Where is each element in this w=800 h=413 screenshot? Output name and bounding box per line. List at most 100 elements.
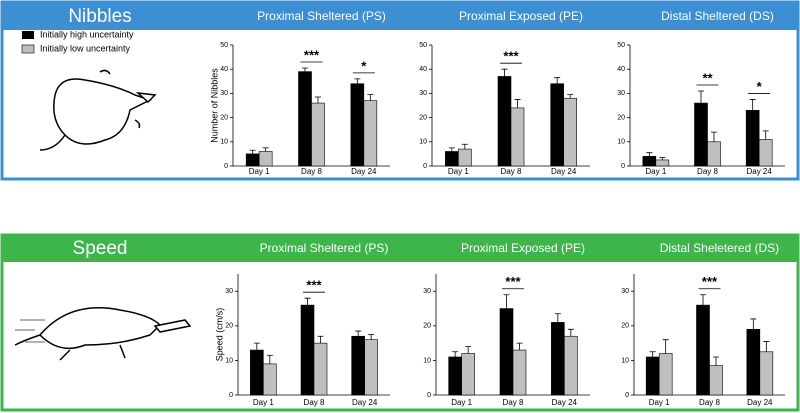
error-bar (567, 94, 574, 99)
x-tick-label: Day 8 (699, 398, 720, 407)
y-tick-label: 10 (621, 357, 629, 364)
speed-header (2, 235, 798, 262)
x-tick-label: Day 1 (649, 398, 670, 407)
error-bar (368, 334, 375, 340)
bar (298, 71, 312, 167)
error-bar (465, 346, 472, 354)
error-bar (711, 131, 717, 142)
y-tick-label: 10 (423, 357, 431, 364)
bar (745, 110, 760, 167)
significance-label: ** (702, 70, 713, 85)
y-tick-label: 50 (617, 42, 625, 49)
significance-label: *** (304, 47, 320, 62)
y-tick-label: 50 (419, 42, 427, 49)
x-tick-label: Day 8 (301, 167, 322, 176)
nibbles-header (2, 2, 798, 30)
error-bar (367, 94, 374, 101)
bar (461, 353, 475, 396)
legend-label: Initially high uncertainty (40, 29, 134, 39)
x-tick-label: Day 8 (697, 167, 718, 176)
chart-title: Proximal Exposed (PE) (461, 241, 585, 255)
y-tick-label: 20 (419, 114, 427, 121)
error-bar (249, 149, 256, 154)
y-tick-label: 30 (621, 288, 629, 295)
chart-title: Proximal Exposed (PE) (459, 9, 583, 23)
y-tick-label: 20 (423, 323, 431, 330)
y-axis-label: Speed (cm/s) (214, 308, 224, 362)
bar (300, 304, 315, 396)
bar (512, 349, 527, 396)
error-bar (461, 143, 468, 150)
bar (551, 322, 565, 396)
bar (350, 83, 365, 167)
bar (311, 102, 325, 167)
x-tick-label: Day 24 (746, 167, 772, 176)
bar (250, 349, 264, 396)
x-tick-label: Day 8 (503, 398, 524, 407)
y-tick-label: 30 (617, 90, 625, 97)
y-tick-label: 50 (220, 42, 228, 49)
y-tick-label: 40 (419, 66, 427, 73)
significance-label: *** (702, 274, 718, 289)
bar (645, 356, 660, 396)
x-tick-label: Day 24 (552, 398, 578, 407)
bar (759, 351, 774, 396)
bar (364, 339, 378, 396)
bar (550, 83, 564, 167)
bar (758, 139, 773, 167)
error-bar (749, 99, 756, 111)
y-tick-label: 30 (423, 288, 431, 295)
bar (564, 335, 578, 396)
error-bar (662, 339, 669, 354)
y-tick-label: 0 (224, 163, 228, 170)
error-bar (698, 90, 704, 104)
y-tick-label: 10 (220, 139, 228, 146)
y-tick-label: 30 (225, 288, 233, 295)
error-bar (304, 297, 311, 306)
bar (458, 148, 472, 167)
chart-title: Proximal Sheltered (PS) (257, 9, 386, 23)
legend-label: Initially low uncertainty (40, 43, 131, 53)
y-tick-label: 0 (621, 163, 625, 170)
nibbles-panel (0, 0, 800, 181)
x-tick-label: Day 24 (747, 398, 773, 407)
x-tick-label: Day 1 (451, 398, 472, 407)
bar (696, 304, 710, 396)
legend-swatch (21, 44, 35, 54)
y-tick-label: 20 (621, 323, 629, 330)
y-tick-label: 40 (220, 66, 228, 73)
chart-title: Proximal Sheltered (PS) (260, 241, 389, 255)
bar (445, 151, 459, 167)
error-bar (315, 96, 321, 104)
bar (313, 342, 328, 396)
x-tick-label: Day 1 (448, 167, 469, 176)
error-bar (302, 67, 308, 72)
error-bar (262, 147, 269, 152)
bar (363, 100, 378, 167)
x-tick-label: Day 24 (551, 167, 577, 176)
error-bar (762, 130, 769, 140)
bar (510, 107, 525, 167)
bar (658, 353, 673, 396)
error-bar (448, 147, 455, 152)
bar (655, 159, 670, 167)
y-tick-label: 10 (617, 139, 625, 146)
error-bar (355, 330, 362, 337)
bar (709, 365, 723, 396)
y-tick-label: 30 (419, 90, 427, 97)
bar (694, 102, 708, 167)
y-tick-label: 10 (225, 357, 233, 364)
x-tick-label: Day 8 (304, 398, 325, 407)
bar (642, 156, 657, 167)
error-bar (514, 99, 521, 108)
bar (258, 151, 273, 167)
significance-label: * (757, 79, 763, 94)
panel-title: Nibbles (68, 6, 131, 27)
error-bar (503, 294, 510, 309)
error-bar (659, 157, 666, 160)
x-tick-label: Day 1 (253, 398, 274, 407)
error-bar (554, 313, 561, 323)
bar (351, 335, 365, 396)
x-tick-label: Day 1 (645, 167, 666, 176)
